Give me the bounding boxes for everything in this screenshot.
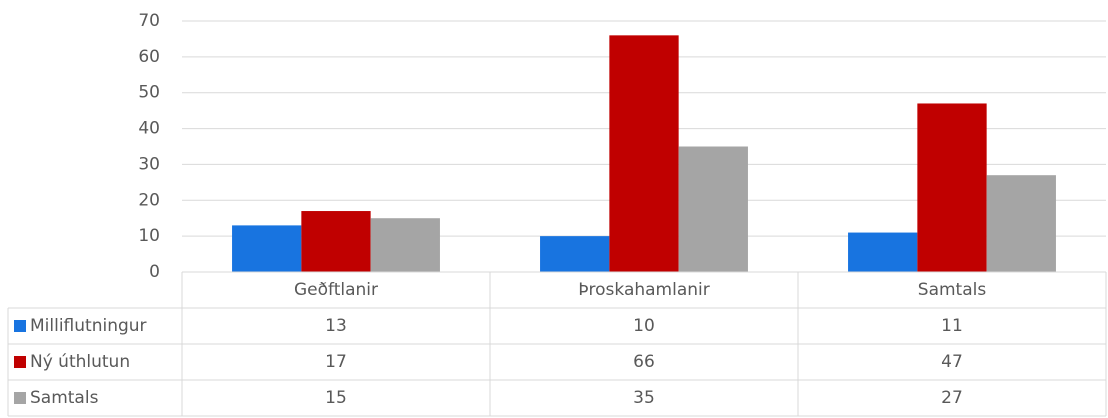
table-value: 13: [325, 316, 347, 336]
x-tick-label: Geðftlanir: [294, 280, 378, 300]
bar: [678, 146, 748, 272]
bar: [848, 232, 918, 272]
bar: [370, 218, 440, 272]
table-value: 66: [633, 352, 655, 372]
table-value: 27: [941, 388, 963, 408]
table-value: 17: [325, 352, 347, 372]
legend-key: [14, 320, 26, 332]
table-value: 11: [941, 316, 963, 336]
bar: [609, 35, 679, 272]
legend-label: Samtals: [30, 388, 99, 408]
bar: [232, 225, 302, 272]
legend-key: [14, 356, 26, 368]
y-tick-label: 0: [149, 262, 160, 282]
y-tick-label: 20: [138, 190, 160, 210]
legend-label: Ný úthlutun: [30, 352, 130, 372]
y-tick-label: 40: [138, 119, 160, 139]
bar: [917, 103, 987, 272]
x-tick-label: Samtals: [918, 280, 987, 300]
y-tick-label: 60: [138, 47, 160, 67]
y-tick-label: 10: [138, 226, 160, 246]
bar: [986, 175, 1056, 272]
y-tick-label: 30: [138, 154, 160, 174]
table-value: 35: [633, 388, 655, 408]
x-tick-label: Þroskahamlanir: [578, 280, 710, 300]
legend-label: Milliflutningur: [30, 316, 147, 336]
bar: [540, 236, 610, 272]
bar: [301, 211, 371, 272]
y-tick-label: 70: [138, 11, 160, 31]
table-value: 15: [325, 388, 347, 408]
y-tick-label: 50: [138, 83, 160, 103]
table-value: 10: [633, 316, 655, 336]
legend-key: [14, 392, 26, 404]
table-value: 47: [941, 352, 963, 372]
